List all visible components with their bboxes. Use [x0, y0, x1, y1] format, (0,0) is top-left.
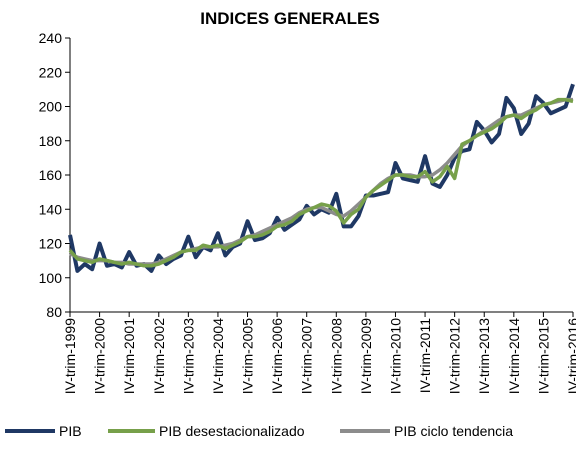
y-tick-label: 240 [39, 30, 63, 46]
x-tick-label: IV-trim-2009 [358, 318, 374, 394]
y-tick-label: 140 [39, 201, 63, 217]
y-tick-label: 80 [46, 304, 62, 320]
y-tick-label: 200 [39, 99, 63, 115]
x-tick-label: IV-trim-1999 [62, 318, 78, 394]
x-tick-label: IV-trim-2016 [565, 318, 576, 394]
y-tick-label: 120 [39, 236, 63, 252]
y-tick-label: 220 [39, 64, 63, 80]
y-tick-label: 160 [39, 167, 63, 183]
x-tick-label: IV-trim-2006 [269, 318, 285, 394]
series-line [68, 83, 575, 273]
x-tick-label: IV-trim-2000 [92, 318, 108, 394]
x-tick-label: IV-trim-2014 [506, 318, 522, 394]
y-tick-label: 180 [39, 133, 63, 149]
legend-label: PIB [59, 423, 82, 439]
x-tick-label: IV-trim-2015 [535, 318, 551, 394]
x-tick-label: IV-trim-2005 [240, 318, 256, 394]
x-tick-label: IV-trim-2011 [417, 318, 433, 393]
x-tick-label: IV-trim-2013 [476, 318, 492, 394]
x-tick-label: IV-trim-2007 [299, 318, 315, 394]
x-tick-label: IV-trim-2002 [151, 318, 167, 394]
x-tick-label: IV-trim-2010 [387, 318, 403, 394]
x-tick-label: IV-trim-2003 [180, 318, 196, 394]
legend-label: PIB ciclo tendencia [394, 423, 513, 439]
x-tick-label: IV-trim-2001 [121, 318, 137, 394]
chart-title: INDICES GENERALES [200, 9, 379, 28]
series-line [68, 97, 574, 268]
x-tick-label: IV-trim-2004 [210, 318, 226, 394]
legend-label: PIB desestacionalizado [159, 423, 305, 439]
y-tick-label: 100 [39, 270, 63, 286]
x-tick-label: IV-trim-2008 [328, 318, 344, 394]
x-tick-label: IV-trim-2012 [447, 318, 463, 394]
